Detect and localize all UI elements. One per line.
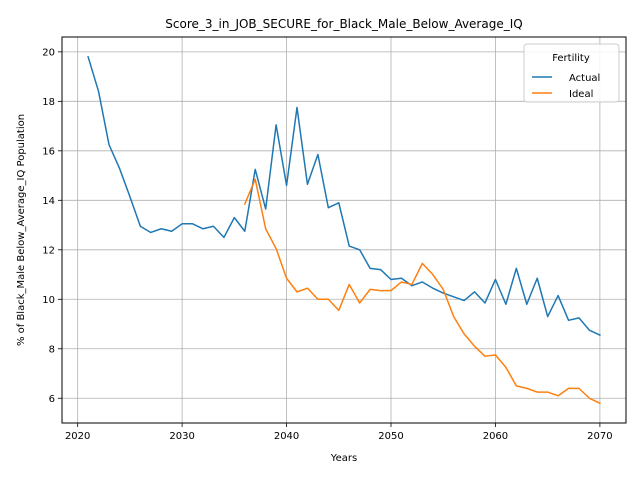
x-tick-label: 2030 [169,431,194,442]
y-tick-label: 20 [42,47,55,58]
legend: Fertility Actual Ideal [523,43,620,103]
y-tick-label: 8 [49,344,55,355]
series-lines [87,55,601,405]
x-axis-label: Years [330,453,357,464]
plot-frame [61,36,627,424]
x-tick-label: 2060 [483,431,508,442]
axis-ticks: 2020 2030 2040 2050 2060 2070 6 8 10 12 14 16 18 20 [42,47,612,442]
series-line-ideal [243,178,601,405]
legend-title: Fertility [552,53,590,64]
y-tick-label: 10 [42,295,55,306]
y-tick-label: 14 [42,196,55,207]
y-tick-label: 6 [49,394,55,405]
x-tick-label: 2050 [378,431,403,442]
x-tick-label: 2020 [65,431,90,442]
legend-box [523,43,620,103]
x-tick-label: 2070 [587,431,612,442]
y-tick-label: 16 [42,146,55,157]
x-tick-label: 2040 [274,431,299,442]
chart-title: Score_3_in_JOB_SECURE_for_Black_Male_Bel… [165,17,522,31]
grid [62,37,626,423]
y-tick-label: 18 [42,97,55,108]
series-line-actual [87,55,601,337]
legend-label-ideal: Ideal [569,89,593,100]
y-tick-label: 12 [42,245,55,256]
legend-label-actual: Actual [569,73,600,84]
y-axis-label: % of Black_Male Below_Average_IQ Populat… [16,114,27,346]
